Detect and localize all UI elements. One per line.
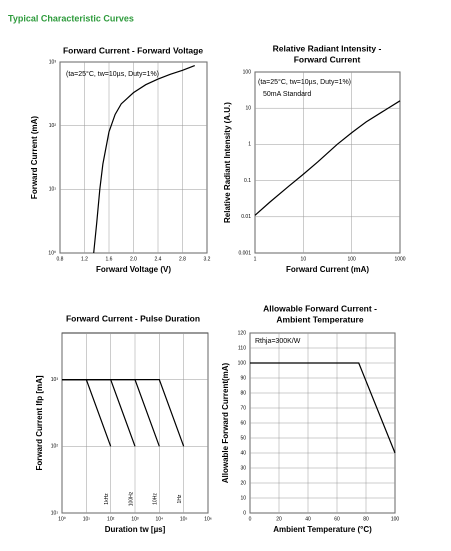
x-tick-label: 10³ xyxy=(131,516,139,522)
x-tick-label: 10⁶ xyxy=(204,516,212,522)
y-axis-label: Allowable Forward Current(mA) xyxy=(221,362,230,483)
x-tick-label: 1.6 xyxy=(106,256,113,262)
x-tick-label: 10 xyxy=(301,256,307,262)
annotation: (ta=25°C, tw=10µs, Duty=1%) xyxy=(66,70,159,78)
y-tick-label: 110 xyxy=(238,345,246,351)
y-tick-label: 80 xyxy=(240,390,246,396)
x-tick-label: 2.8 xyxy=(179,256,186,262)
x-axis-label: Forward Current (mA) xyxy=(286,265,369,274)
x-tick-label: 2.4 xyxy=(155,256,162,262)
y-tick-label: 10 xyxy=(245,106,251,112)
annotation: (ta=25°C, tw=10µs, Duty=1%) xyxy=(258,78,351,86)
x-tick-label: 10⁰ xyxy=(58,516,66,522)
y-tick-label: 0 xyxy=(243,510,246,516)
y-tick-label: 50 xyxy=(240,435,246,441)
y-axis-label: Forward Current Ifp [mA] xyxy=(35,375,44,470)
series-label: 10Hz xyxy=(153,493,159,505)
plot-frame xyxy=(254,71,401,254)
chart-title: Forward Current - Forward Voltage xyxy=(63,45,203,55)
x-tick-label: 60 xyxy=(334,516,340,522)
x-tick-label: 0.8 xyxy=(57,256,64,262)
chart-title: Forward Current - Pulse Duration xyxy=(66,313,200,323)
x-tick-label: 10⁴ xyxy=(155,516,163,522)
y-tick-label: 10² xyxy=(49,123,57,129)
heading: Typical Characteristic Curves xyxy=(8,13,134,23)
annotation: 50mA Standard xyxy=(263,91,311,98)
series-line xyxy=(250,362,396,454)
x-axis-label: Duration tw [µs] xyxy=(105,525,166,534)
annotation: Rthja=300K/W xyxy=(255,338,301,345)
y-tick-label: 10 xyxy=(240,495,246,501)
x-tick-label: 100 xyxy=(391,516,400,522)
y-tick-label: 60 xyxy=(240,420,246,426)
x-tick-label: 20 xyxy=(276,516,282,522)
y-axis-label: Relative Radiant Intensity (A.U.) xyxy=(223,102,232,223)
y-tick-label: 10¹ xyxy=(49,187,57,193)
chart-title: Relative Radiant Intensity - xyxy=(273,43,382,53)
y-tick-label: 30 xyxy=(240,465,246,471)
x-tick-label: 10¹ xyxy=(83,516,91,522)
y-tick-label: 70 xyxy=(240,405,246,411)
x-tick-label: 1000 xyxy=(394,256,405,262)
y-tick-label: 40 xyxy=(240,450,246,456)
y-tick-label: 90 xyxy=(240,375,246,381)
y-tick-label: 0.01 xyxy=(241,214,251,220)
y-tick-label: 20 xyxy=(240,480,246,486)
x-axis-label: Ambient Temperature (°C) xyxy=(273,525,372,534)
series-line xyxy=(62,379,185,447)
x-tick-label: 2.0 xyxy=(130,256,137,262)
y-tick-label: 0.001 xyxy=(238,250,251,256)
x-axis-label: Forward Voltage (V) xyxy=(96,265,171,274)
x-tick-label: 100 xyxy=(347,256,356,262)
y-tick-label: 120 xyxy=(238,330,247,336)
y-tick-label: 100 xyxy=(238,360,247,366)
y-tick-label: 10¹ xyxy=(51,510,59,516)
chart-title: Ambient Temperature xyxy=(276,314,363,324)
x-tick-label: 80 xyxy=(363,516,369,522)
series-label: 1Hz xyxy=(177,494,183,503)
x-tick-label: 1.2 xyxy=(81,256,88,262)
chart-title: Forward Current xyxy=(294,54,361,64)
y-tick-label: 1 xyxy=(248,142,251,148)
y-tick-label: 10⁰ xyxy=(48,250,56,256)
x-tick-label: 10⁵ xyxy=(180,516,188,522)
x-tick-label: 0 xyxy=(249,516,252,522)
y-tick-label: 0.1 xyxy=(244,178,251,184)
series-line xyxy=(93,64,195,254)
series-label: 1kHz xyxy=(104,493,110,505)
y-tick-label: 100 xyxy=(243,69,252,75)
chart-title: Allowable Forward Current - xyxy=(263,303,377,313)
x-tick-label: 10² xyxy=(107,516,115,522)
x-tick-label: 40 xyxy=(305,516,311,522)
y-tick-label: 10² xyxy=(51,444,59,450)
y-tick-label: 10³ xyxy=(51,377,59,383)
y-tick-label: 10³ xyxy=(49,59,57,65)
series-label: 100Hz xyxy=(128,491,134,506)
x-tick-label: 1 xyxy=(254,256,257,262)
x-tick-label: 3.2 xyxy=(204,256,211,262)
y-axis-label: Forward Current (mA) xyxy=(30,116,39,199)
series-line xyxy=(254,100,401,216)
